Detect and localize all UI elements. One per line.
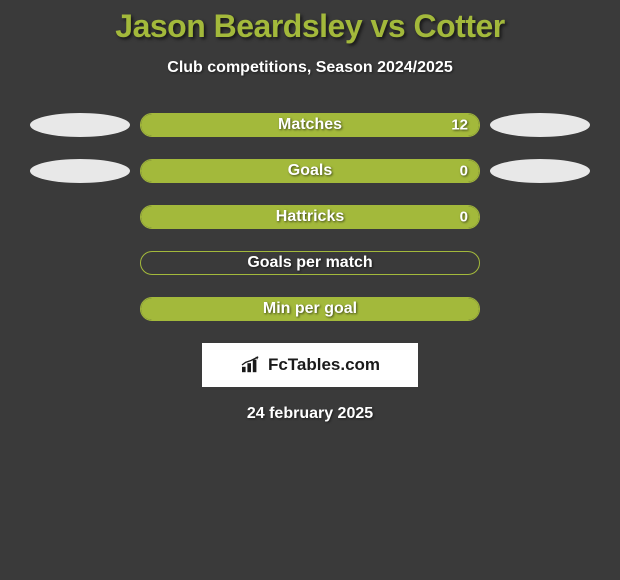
stat-row-goals: Goals 0	[0, 159, 620, 183]
stat-label: Goals	[288, 162, 332, 180]
stat-value: 0	[460, 209, 468, 226]
stat-row-mpg: Min per goal	[0, 297, 620, 321]
bar-wrap: Hattricks 0	[140, 205, 480, 229]
stat-label: Min per goal	[263, 300, 357, 318]
stats-section: Matches 12 Goals 0 Hattricks	[0, 113, 620, 321]
bar-wrap: Goals 0	[140, 159, 480, 183]
ellipse-spacer	[30, 205, 130, 229]
ellipse-spacer	[30, 251, 130, 275]
date-text: 24 february 2025	[0, 405, 620, 423]
ellipse-spacer	[490, 251, 590, 275]
stat-row-matches: Matches 12	[0, 113, 620, 137]
subtitle: Club competitions, Season 2024/2025	[0, 59, 620, 77]
stat-label: Matches	[278, 116, 342, 134]
stat-label: Goals per match	[247, 254, 372, 272]
left-ellipse	[30, 113, 130, 137]
page-title: Jason Beardsley vs Cotter	[0, 8, 620, 45]
stat-value: 0	[460, 163, 468, 180]
ellipse-spacer	[30, 297, 130, 321]
bar-wrap: Goals per match	[140, 251, 480, 275]
stat-row-gpm: Goals per match	[0, 251, 620, 275]
ellipse-spacer	[490, 205, 590, 229]
stat-label: Hattricks	[276, 208, 344, 226]
ellipse-spacer	[490, 297, 590, 321]
bar-wrap: Matches 12	[140, 113, 480, 137]
right-ellipse	[490, 113, 590, 137]
logo-box: FcTables.com	[202, 343, 418, 387]
left-ellipse	[30, 159, 130, 183]
infographic-container: Jason Beardsley vs Cotter Club competiti…	[0, 0, 620, 423]
logo-text: FcTables.com	[268, 355, 380, 375]
right-ellipse	[490, 159, 590, 183]
stat-row-hattricks: Hattricks 0	[0, 205, 620, 229]
stat-value: 12	[451, 117, 468, 134]
bar-chart-icon	[240, 356, 262, 374]
bar-wrap: Min per goal	[140, 297, 480, 321]
